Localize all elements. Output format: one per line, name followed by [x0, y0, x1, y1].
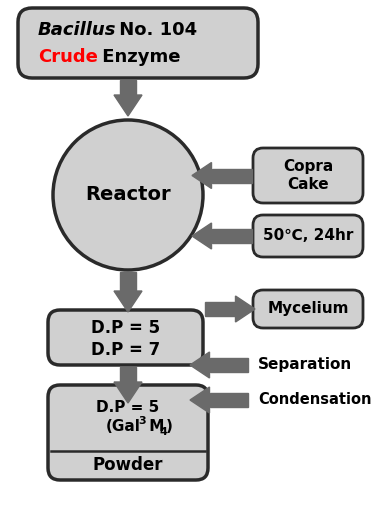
Polygon shape [210, 393, 248, 407]
Polygon shape [190, 352, 210, 378]
FancyBboxPatch shape [48, 310, 203, 365]
Text: Bacillus: Bacillus [38, 21, 116, 39]
Polygon shape [211, 229, 252, 243]
Polygon shape [210, 358, 248, 372]
Polygon shape [114, 291, 142, 312]
Text: 50℃, 24hr: 50℃, 24hr [263, 229, 353, 244]
Polygon shape [120, 367, 136, 382]
Polygon shape [236, 296, 255, 322]
Polygon shape [190, 387, 210, 413]
Text: D.P = 5: D.P = 5 [91, 319, 160, 337]
FancyBboxPatch shape [253, 148, 363, 203]
Polygon shape [120, 272, 136, 291]
Polygon shape [205, 302, 236, 316]
FancyBboxPatch shape [253, 215, 363, 257]
Text: Enzyme: Enzyme [96, 48, 181, 66]
FancyBboxPatch shape [48, 385, 208, 480]
Polygon shape [120, 80, 136, 95]
Text: (Gal: (Gal [106, 419, 141, 434]
Text: Separation: Separation [258, 358, 352, 372]
Polygon shape [192, 162, 211, 188]
Text: Powder: Powder [93, 456, 163, 474]
Text: Mycelium: Mycelium [267, 302, 349, 317]
Text: Reactor: Reactor [85, 186, 171, 204]
Text: Condensation: Condensation [258, 393, 371, 408]
Text: D.P = 7: D.P = 7 [91, 340, 160, 359]
Text: Copra
Cake: Copra Cake [283, 159, 333, 192]
Text: 3: 3 [138, 416, 146, 426]
Text: M: M [144, 419, 164, 434]
Polygon shape [211, 169, 252, 182]
Polygon shape [114, 95, 142, 116]
Circle shape [53, 120, 203, 270]
Text: 4: 4 [160, 427, 168, 437]
Text: D.P = 5: D.P = 5 [97, 400, 159, 415]
FancyBboxPatch shape [253, 290, 363, 328]
Text: No. 104: No. 104 [113, 21, 197, 39]
Polygon shape [114, 382, 142, 403]
Polygon shape [192, 223, 211, 249]
Text: Crude: Crude [38, 48, 98, 66]
FancyBboxPatch shape [18, 8, 258, 78]
Text: ): ) [166, 419, 173, 434]
